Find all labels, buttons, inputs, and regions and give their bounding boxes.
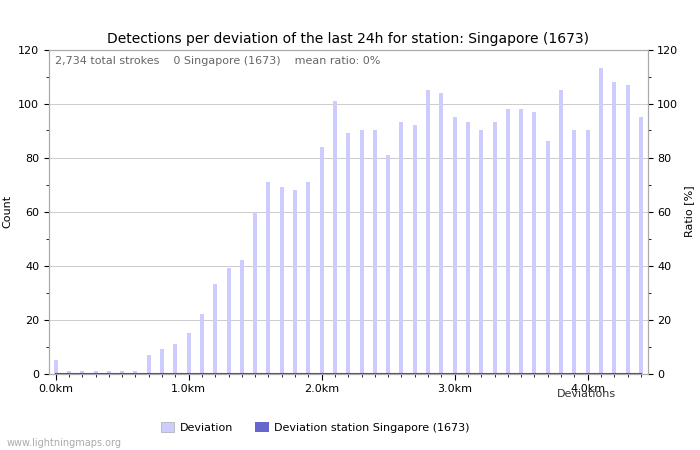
- Bar: [612, 82, 616, 373]
- Bar: [134, 371, 137, 373]
- Bar: [506, 109, 510, 373]
- Bar: [559, 90, 563, 373]
- Bar: [386, 155, 390, 374]
- Bar: [586, 130, 589, 374]
- Bar: [400, 122, 403, 374]
- Bar: [533, 112, 536, 374]
- Bar: [639, 117, 643, 374]
- Bar: [346, 133, 350, 374]
- Bar: [466, 122, 470, 374]
- Bar: [280, 187, 284, 374]
- Bar: [626, 85, 629, 374]
- Bar: [253, 212, 257, 374]
- Bar: [94, 371, 97, 373]
- Bar: [293, 190, 297, 374]
- Bar: [240, 260, 244, 374]
- Bar: [160, 349, 164, 373]
- Y-axis label: Count: Count: [3, 195, 13, 228]
- Bar: [480, 130, 483, 374]
- Bar: [107, 371, 111, 373]
- Bar: [227, 268, 230, 374]
- Text: www.lightningmaps.org: www.lightningmaps.org: [7, 438, 122, 448]
- Bar: [320, 147, 323, 374]
- Bar: [80, 371, 84, 373]
- Bar: [187, 333, 190, 374]
- Text: 2,734 total strokes    0 Singapore (1673)    mean ratio: 0%: 2,734 total strokes 0 Singapore (1673) m…: [55, 56, 380, 66]
- Bar: [573, 130, 576, 374]
- Bar: [599, 68, 603, 373]
- Bar: [174, 344, 177, 374]
- Title: Detections per deviation of the last 24h for station: Singapore (1673): Detections per deviation of the last 24h…: [107, 32, 589, 45]
- Bar: [546, 141, 550, 374]
- Bar: [147, 355, 150, 374]
- Bar: [200, 314, 204, 374]
- Bar: [54, 360, 57, 373]
- Text: Deviations: Deviations: [557, 389, 616, 399]
- Bar: [413, 125, 416, 374]
- Bar: [214, 284, 217, 373]
- Bar: [373, 130, 377, 374]
- Bar: [307, 182, 310, 374]
- Bar: [453, 117, 456, 374]
- Bar: [333, 101, 337, 374]
- Bar: [440, 93, 443, 374]
- Bar: [360, 130, 363, 374]
- Bar: [493, 122, 496, 374]
- Bar: [67, 371, 71, 373]
- Bar: [120, 371, 124, 373]
- Bar: [426, 90, 430, 373]
- Bar: [519, 109, 523, 373]
- Bar: [267, 182, 270, 374]
- Y-axis label: Ratio [%]: Ratio [%]: [684, 186, 694, 237]
